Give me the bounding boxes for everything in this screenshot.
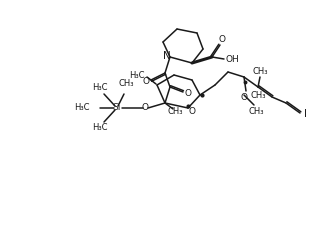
Text: H₃C: H₃C <box>92 83 108 92</box>
Text: H₃C: H₃C <box>92 124 108 133</box>
Text: O: O <box>189 106 196 115</box>
Text: CH₃: CH₃ <box>118 79 134 88</box>
Text: O: O <box>142 103 149 112</box>
Text: OH: OH <box>226 54 240 63</box>
Text: CH₃: CH₃ <box>252 67 268 76</box>
Text: N: N <box>163 51 171 61</box>
Text: I: I <box>305 109 307 119</box>
Text: O: O <box>240 92 247 101</box>
Text: H₃C: H₃C <box>130 70 145 79</box>
Text: H₃C: H₃C <box>75 104 90 112</box>
Text: O: O <box>218 36 226 45</box>
Text: Si: Si <box>113 104 121 112</box>
Text: CH₃: CH₃ <box>250 90 266 99</box>
Text: CH₃: CH₃ <box>167 106 183 115</box>
Text: O: O <box>143 77 149 86</box>
Text: O: O <box>185 90 191 99</box>
Text: CH₃: CH₃ <box>248 106 264 115</box>
